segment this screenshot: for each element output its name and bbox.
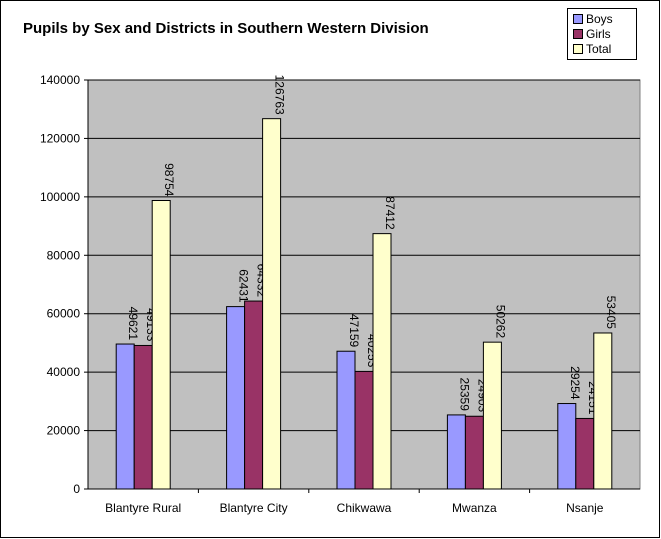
legend-label-boys: Boys — [586, 12, 613, 26]
chart-title: Pupils by Sex and Districts in Southern … — [23, 20, 429, 37]
bar-girls — [354, 370, 374, 490]
legend-swatch-girls — [573, 29, 583, 39]
x-tick-label: Blantyre City — [220, 501, 288, 515]
bar-girls — [133, 344, 153, 490]
bar-total — [372, 233, 392, 490]
data-label: 25359 — [457, 378, 471, 412]
bar-boys — [336, 350, 356, 490]
data-label: 87412 — [383, 196, 397, 230]
bar-total — [593, 332, 613, 490]
y-tick-label: 40000 — [47, 365, 81, 379]
bar-boys — [226, 306, 246, 490]
data-label: 29254 — [568, 366, 582, 400]
bar-boys — [446, 414, 466, 490]
bar-girls — [464, 415, 484, 490]
legend-swatch-boys — [573, 14, 583, 24]
x-tick-label: Blantyre Rural — [105, 501, 181, 515]
y-tick-label: 0 — [73, 482, 80, 496]
data-label: 98754 — [162, 163, 176, 197]
bar-girls — [244, 300, 264, 490]
legend-label-total: Total — [586, 42, 612, 56]
bar-total — [262, 118, 282, 490]
bar-total — [482, 341, 502, 490]
data-label: 50262 — [493, 305, 507, 339]
x-tick-label: Chikwawa — [337, 501, 392, 515]
legend-item-total: Total — [573, 42, 611, 56]
legend-label-girls: Girls — [586, 27, 611, 41]
y-tick-label: 120000 — [40, 131, 80, 145]
legend: Boys Girls Total — [567, 8, 637, 60]
x-tick-label: Mwanza — [452, 501, 497, 515]
y-tick-label: 100000 — [40, 190, 80, 204]
y-tick-label: 20000 — [47, 424, 81, 438]
data-label: 126763 — [273, 75, 287, 115]
bar-girls — [575, 417, 595, 490]
legend-item-boys: Boys — [573, 12, 613, 26]
bar-boys — [115, 343, 135, 490]
legend-swatch-total — [573, 44, 583, 54]
y-tick-label: 60000 — [47, 307, 81, 321]
data-label: 49621 — [126, 307, 140, 341]
bar-total — [151, 199, 171, 490]
data-label: 53405 — [604, 296, 618, 330]
x-tick-label: Nsanje — [566, 501, 604, 515]
y-tick-label: 140000 — [40, 73, 80, 87]
y-tick-label: 80000 — [47, 248, 81, 262]
legend-item-girls: Girls — [573, 27, 611, 41]
data-label: 62431 — [237, 269, 251, 303]
bar-boys — [557, 403, 577, 490]
data-label: 47159 — [347, 314, 361, 348]
